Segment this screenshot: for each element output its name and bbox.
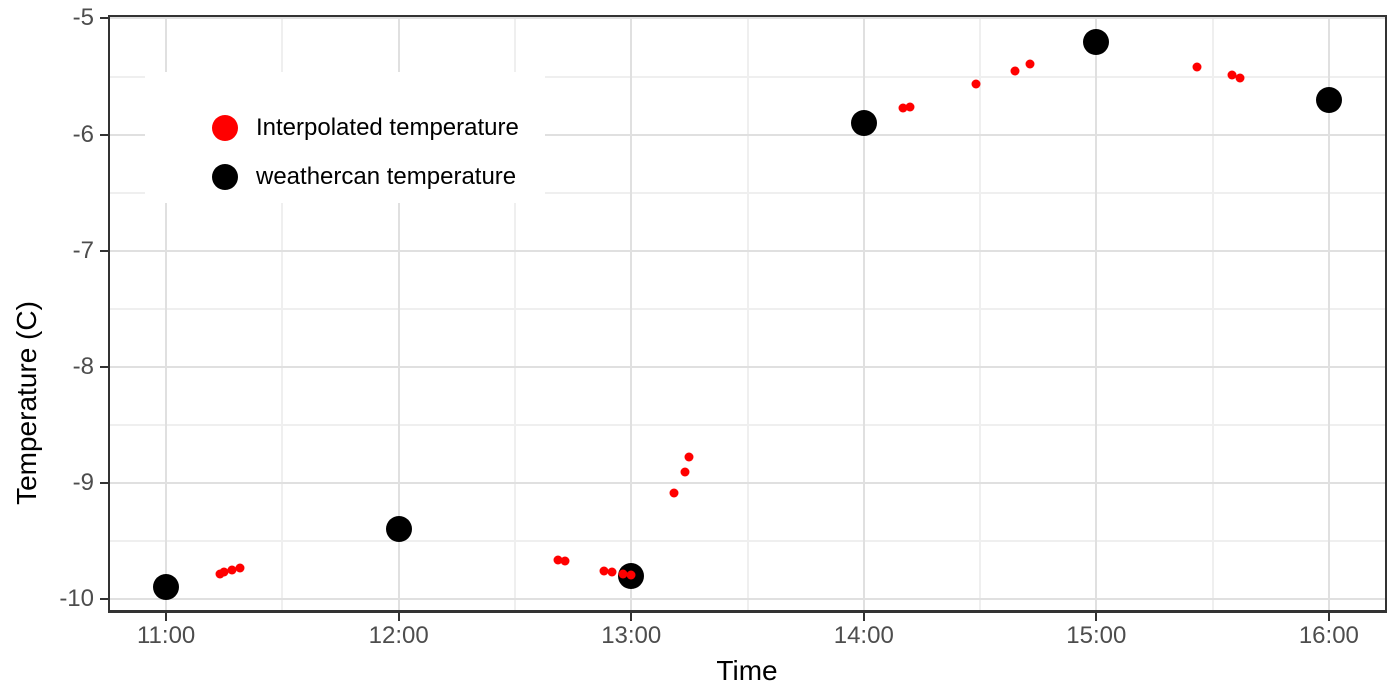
y-axis-title: Temperature (C) — [11, 301, 42, 505]
gridline-y-major — [108, 17, 1387, 20]
gridline-y-minor — [108, 191, 1387, 194]
data-point-interpolated — [599, 566, 609, 576]
y-tick-label: -8 — [72, 352, 94, 380]
gridline-x-major — [862, 15, 865, 613]
x-tick-mark — [630, 613, 633, 621]
y-tick-label: -7 — [72, 236, 94, 264]
x-tick-label: 13:00 — [601, 622, 662, 649]
gridline-y-minor — [108, 423, 1387, 426]
x-tick-label: 15:00 — [1066, 622, 1127, 649]
data-point-interpolated — [560, 556, 570, 566]
legend-label-interpolated: Interpolated temperature — [256, 114, 519, 141]
data-point-weathercan — [385, 516, 412, 543]
gridline-x-major — [1327, 15, 1330, 613]
x-tick-label: 12:00 — [368, 622, 429, 649]
gridline-x-minor — [979, 15, 982, 613]
gridline-x-major — [397, 15, 400, 613]
y-tick-mark — [100, 17, 108, 20]
x-tick-mark — [397, 613, 400, 621]
data-point-interpolated — [898, 103, 908, 113]
gridline-y-major — [108, 481, 1387, 484]
y-tick-mark — [100, 133, 108, 136]
data-point-interpolated — [626, 570, 636, 580]
y-tick-label: -5 — [72, 4, 94, 32]
x-tick-label: 16:00 — [1298, 622, 1359, 649]
gridline-x-minor — [281, 15, 284, 613]
gridline-y-major — [108, 598, 1387, 601]
data-point-interpolated — [680, 467, 690, 477]
data-point-interpolated — [1192, 62, 1202, 72]
x-tick-mark — [1095, 613, 1098, 621]
data-point-interpolated — [1235, 73, 1245, 83]
x-tick-mark — [1327, 613, 1330, 621]
data-point-weathercan — [153, 574, 180, 601]
legend-label-weathercan: weathercan temperature — [256, 163, 517, 190]
data-point-interpolated — [235, 563, 245, 573]
x-tick-mark — [862, 613, 865, 621]
gridline-y-major — [108, 365, 1387, 368]
legend: Interpolated temperature weathercan temp… — [145, 72, 545, 203]
data-point-interpolated — [905, 102, 915, 112]
gridline-y-major — [108, 133, 1387, 136]
x-tick-label: 14:00 — [833, 622, 894, 649]
data-point-weathercan — [1315, 86, 1342, 113]
data-point-interpolated — [1025, 59, 1035, 69]
legend-item-weathercan: weathercan temperature — [212, 163, 545, 190]
y-tick-label: -10 — [59, 585, 94, 613]
data-point-interpolated — [684, 452, 694, 462]
gridline-y-minor — [108, 540, 1387, 542]
data-point-interpolated — [219, 567, 229, 577]
gridline-x-major — [630, 15, 633, 613]
gridline-x-minor — [1211, 15, 1214, 613]
data-point-interpolated — [971, 79, 981, 88]
y-tick-label: -9 — [72, 468, 94, 496]
y-tick-label: -6 — [72, 120, 94, 148]
data-point-interpolated — [618, 569, 628, 579]
gridline-y-minor — [108, 75, 1387, 78]
y-tick-mark — [100, 598, 108, 601]
data-point-weathercan — [1083, 28, 1110, 55]
data-point-weathercan — [850, 109, 877, 136]
gridline-y-minor — [108, 307, 1387, 310]
data-point-interpolated — [227, 565, 237, 575]
y-tick-mark — [100, 481, 108, 484]
gridline-x-major — [165, 15, 168, 613]
y-tick-mark — [100, 249, 108, 252]
data-point-interpolated — [1010, 66, 1020, 76]
gridline-x-major — [1095, 15, 1098, 613]
y-tick-mark — [100, 365, 108, 368]
x-tick-label: 11:00 — [136, 622, 196, 649]
data-point-interpolated — [1227, 70, 1237, 80]
gridline-x-minor — [513, 15, 516, 613]
gridline-x-minor — [746, 15, 749, 613]
legend-item-interpolated: Interpolated temperature — [212, 114, 545, 141]
x-axis-title: Time — [716, 655, 778, 686]
data-point-interpolated — [607, 567, 617, 577]
black-point-icon — [212, 164, 238, 190]
data-point-interpolated — [669, 488, 679, 498]
gridline-y-major — [108, 249, 1387, 252]
data-point-interpolated — [553, 555, 563, 565]
x-tick-mark — [165, 613, 168, 621]
red-point-icon — [212, 115, 238, 141]
